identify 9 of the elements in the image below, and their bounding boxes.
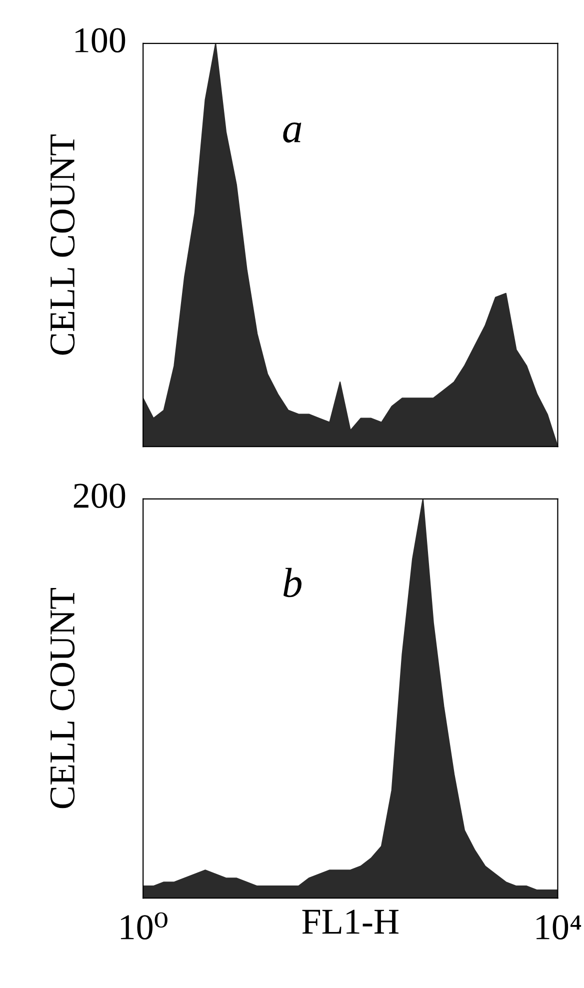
annotation: a bbox=[283, 122, 302, 143]
y-axis-title: CELL COUNT bbox=[50, 588, 75, 808]
text: 10⁴ bbox=[536, 915, 582, 940]
text: 10⁰ bbox=[120, 912, 168, 940]
text: 200 bbox=[74, 484, 126, 508]
annotation: b bbox=[283, 568, 302, 598]
text: 100 bbox=[76, 28, 126, 53]
x-axis-title: FL1-H bbox=[302, 910, 398, 934]
y-axis-title: CELL COUNT bbox=[50, 134, 75, 355]
